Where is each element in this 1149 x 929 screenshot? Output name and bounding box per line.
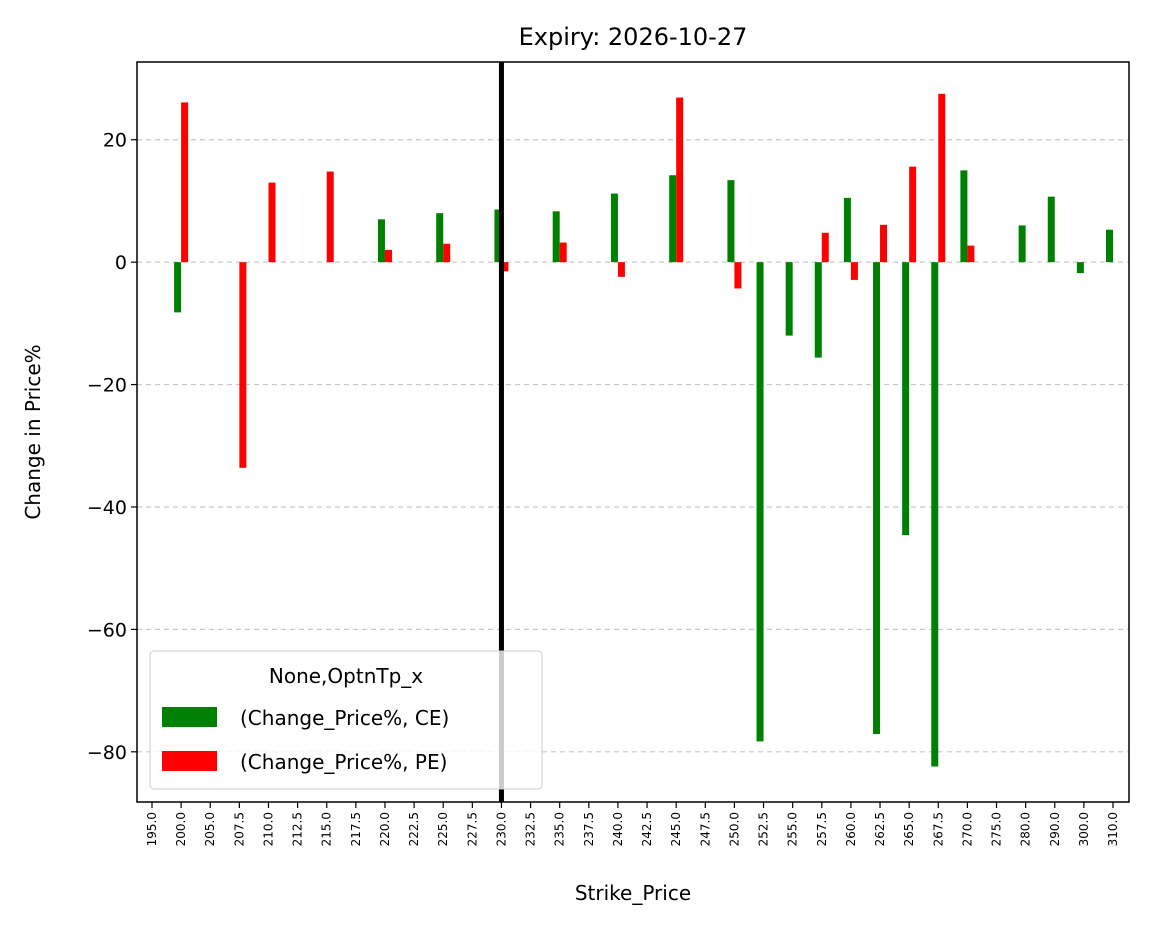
bar-pe xyxy=(617,262,625,277)
x-tick-label: 217.5 xyxy=(349,812,363,846)
x-tick-label: 232.5 xyxy=(524,812,538,846)
y-tick-label: 20 xyxy=(103,130,127,152)
x-tick-label: 252.5 xyxy=(757,812,771,846)
bar-ce xyxy=(552,211,560,263)
bar-pe xyxy=(850,262,858,280)
bar-ce xyxy=(1106,229,1113,263)
x-tick-label: 235.0 xyxy=(553,812,567,846)
x-tick-label: 262.5 xyxy=(873,812,887,846)
bar-ce xyxy=(902,262,910,536)
bar-pe xyxy=(909,166,917,263)
y-axis-ticks: 20 0 −20 −40 −60 −80 xyxy=(87,130,137,764)
x-tick-label: 280.0 xyxy=(1019,812,1033,846)
bar-pe xyxy=(181,102,189,263)
x-tick-label: 300.0 xyxy=(1077,812,1091,846)
bar-ce xyxy=(960,170,968,263)
x-tick-label: 212.5 xyxy=(291,812,305,846)
x-tick-label: 230.0 xyxy=(494,812,508,846)
bar-ce xyxy=(843,197,851,263)
x-tick-label: 195.0 xyxy=(145,812,159,846)
bar-pe xyxy=(734,262,742,289)
bar-ce xyxy=(436,213,444,263)
x-tick-label: 270.0 xyxy=(960,812,974,846)
y-tick-label: 0 xyxy=(115,252,127,274)
x-tick-label: 245.0 xyxy=(669,812,683,846)
x-tick-label: 260.0 xyxy=(844,812,858,846)
bar-ce xyxy=(1047,196,1055,263)
legend-swatch-pe xyxy=(162,751,217,771)
x-tick-label: 207.5 xyxy=(232,812,246,846)
bar-ce xyxy=(756,262,764,742)
bar-ce xyxy=(1076,262,1084,274)
bar-pe xyxy=(821,232,829,263)
legend-box xyxy=(149,650,543,790)
x-tick-label: 290.0 xyxy=(1048,812,1062,846)
bar-pe xyxy=(559,242,567,263)
bar-ce xyxy=(873,262,881,735)
bar-pe xyxy=(938,93,946,263)
bar-pe xyxy=(268,182,276,263)
bar-ce xyxy=(1018,225,1026,263)
y-tick-label: −80 xyxy=(87,742,127,764)
plot-frame xyxy=(136,61,1130,803)
bar-ce xyxy=(814,262,822,358)
x-tick-label: 242.5 xyxy=(640,812,654,846)
x-tick-label: 257.5 xyxy=(815,812,829,846)
x-tick-label: 275.0 xyxy=(990,812,1004,846)
legend: None,OptnTp_x (Change_Price%, CE) (Chang… xyxy=(149,650,543,790)
x-tick-label: 215.0 xyxy=(320,812,334,846)
x-tick-label: 220.0 xyxy=(378,812,392,846)
legend-label-pe: (Change_Price%, PE) xyxy=(240,750,447,774)
x-tick-label: 250.0 xyxy=(727,812,741,846)
y-tick-label: −60 xyxy=(87,619,127,641)
legend-swatch-ce xyxy=(162,707,217,727)
bar-ce xyxy=(785,262,793,336)
x-axis-label: Strike_Price xyxy=(575,881,691,905)
bar-pe xyxy=(384,249,392,263)
bar-pe xyxy=(239,262,247,468)
x-tick-label: 240.0 xyxy=(611,812,625,846)
bar-pe xyxy=(967,245,975,263)
x-tick-label: 210.0 xyxy=(261,812,275,846)
x-tick-label: 205.0 xyxy=(203,812,217,846)
bar-ce xyxy=(174,262,182,313)
legend-title: None,OptnTp_x xyxy=(269,664,423,688)
x-tick-label: 247.5 xyxy=(698,812,712,846)
x-tick-label: 225.0 xyxy=(436,812,450,846)
x-tick-label: 265.0 xyxy=(902,812,916,846)
chart-title: Expiry: 2026-10-27 xyxy=(519,23,748,51)
x-tick-label: 310.0 xyxy=(1106,812,1120,846)
bar-ce xyxy=(727,180,735,263)
bar-pe xyxy=(880,224,888,263)
bars xyxy=(174,93,1113,767)
bar-pe xyxy=(443,243,451,263)
x-tick-label: 227.5 xyxy=(465,812,479,846)
y-tick-label: −40 xyxy=(87,497,127,519)
x-tick-label: 267.5 xyxy=(931,812,945,846)
y-axis-label: Change in Price% xyxy=(21,344,45,519)
bar-pe xyxy=(326,171,334,263)
legend-label-ce: (Change_Price%, CE) xyxy=(240,706,449,730)
bar-pe xyxy=(676,97,684,263)
bar-ce xyxy=(494,209,502,263)
x-tick-label: 255.0 xyxy=(786,812,800,846)
bar-ce xyxy=(669,175,677,263)
bar-ce xyxy=(931,262,939,767)
x-tick-label: 200.0 xyxy=(174,812,188,846)
x-tick-label: 222.5 xyxy=(407,812,421,846)
bar-ce xyxy=(610,193,618,263)
x-tick-label: 237.5 xyxy=(582,812,596,846)
bar-pe xyxy=(501,262,509,272)
bar-ce xyxy=(377,219,385,263)
x-axis-ticks: 195.0 200.0 205.0 207.5 210.0 212.5 215.0 217.5… xyxy=(145,802,1120,846)
y-tick-label: −20 xyxy=(87,375,127,397)
